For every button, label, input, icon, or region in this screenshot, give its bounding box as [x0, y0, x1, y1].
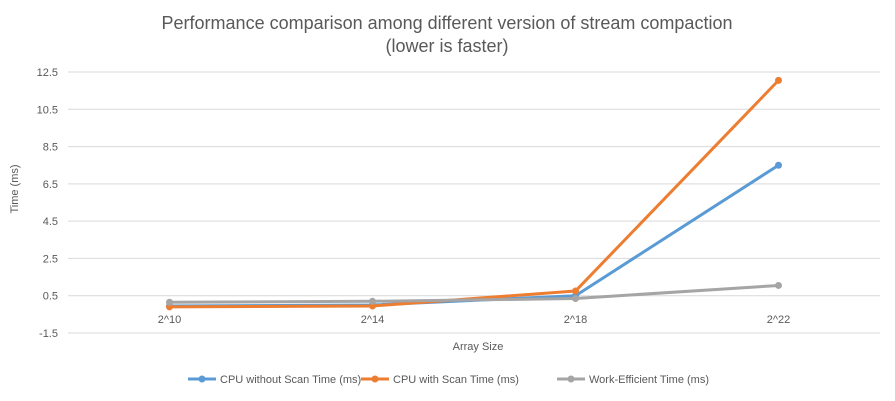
- series-1: [166, 77, 782, 311]
- x-tick-label: 2^22: [767, 314, 791, 326]
- legend-label: CPU without Scan Time (ms): [220, 374, 361, 386]
- x-tick-label: 2^14: [361, 314, 385, 326]
- series-lines: [166, 77, 782, 311]
- gridlines: [68, 72, 880, 333]
- legend: CPU without Scan Time (ms) CPU with Scan …: [188, 374, 709, 386]
- legend-marker: [199, 376, 206, 383]
- chart-subtitle: (lower is faster): [385, 36, 508, 56]
- x-tick-label: 2^10: [158, 314, 182, 326]
- y-tick-label: 4.5: [43, 216, 58, 228]
- y-tick-label: 0.5: [43, 291, 58, 303]
- series-line: [170, 165, 779, 306]
- chart-title: Performance comparison among different v…: [162, 13, 733, 33]
- y-axis-title: Time (ms): [9, 164, 21, 213]
- data-point: [775, 282, 782, 289]
- data-point: [775, 77, 782, 84]
- data-point: [775, 162, 782, 169]
- data-point: [166, 299, 173, 306]
- data-point: [369, 298, 376, 305]
- legend-item: Work-Efficient Time (ms): [557, 374, 709, 386]
- y-tick-label: 2.5: [43, 253, 58, 265]
- legend-item: CPU with Scan Time (ms): [361, 374, 519, 386]
- y-tick-labels: 12.5 10.5 8.5 6.5 4.5 2.5 0.5 -1.5: [37, 67, 58, 340]
- x-tick-label: 2^18: [564, 314, 588, 326]
- y-tick-label: 12.5: [37, 67, 58, 79]
- x-tick-labels: 2^10 2^14 2^18 2^22: [158, 314, 791, 326]
- data-point: [572, 288, 579, 295]
- y-tick-label: 10.5: [37, 104, 58, 116]
- y-tick-label: 8.5: [43, 142, 58, 154]
- data-point: [572, 295, 579, 302]
- legend-marker: [372, 376, 379, 383]
- legend-item: CPU without Scan Time (ms): [188, 374, 361, 386]
- series-line: [170, 285, 779, 302]
- y-tick-label: 6.5: [43, 179, 58, 191]
- legend-label: Work-Efficient Time (ms): [589, 374, 709, 386]
- y-tick-label: -1.5: [39, 328, 58, 340]
- legend-label: CPU with Scan Time (ms): [393, 374, 519, 386]
- x-axis-title: Array Size: [453, 341, 504, 353]
- series-line: [170, 80, 779, 307]
- legend-marker: [568, 376, 575, 383]
- series-2: [166, 282, 782, 306]
